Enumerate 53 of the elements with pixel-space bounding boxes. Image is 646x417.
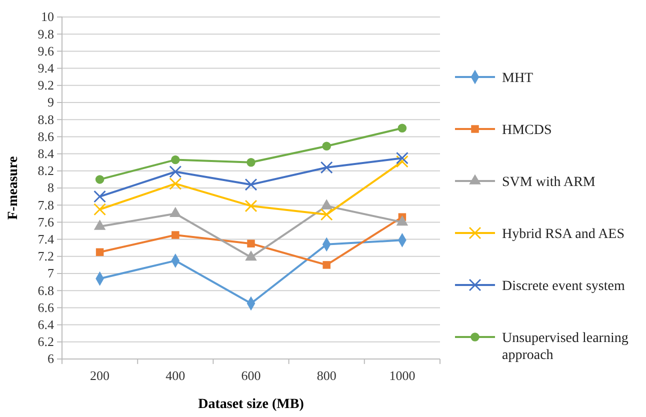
y-tick-label: 9.4	[38, 60, 54, 76]
y-tick-label: 8.4	[38, 146, 54, 161]
y-tick-label: 6	[48, 351, 54, 366]
y-tick-label: 6.6	[38, 300, 54, 315]
point	[322, 142, 331, 150]
y-tick-label: 9.2	[38, 78, 54, 93]
point	[169, 166, 182, 178]
y-tick-label: 6.2	[38, 334, 54, 350]
x-tick-label: 400	[166, 368, 186, 384]
y-tick-label: 9	[48, 94, 54, 110]
y-tick-label: 8.8	[38, 112, 54, 127]
legend-label: HMCDS	[502, 123, 552, 138]
y-tick-label: 6.8	[38, 282, 54, 298]
y-tick-label: 8.6	[38, 128, 54, 144]
y-tick-label: 9.6	[38, 43, 54, 58]
point	[322, 261, 330, 269]
point	[320, 208, 333, 221]
point	[172, 231, 180, 239]
point	[94, 203, 106, 216]
y-tick-label: 7.4	[38, 231, 54, 246]
x-tick-label: 600	[241, 368, 261, 384]
y-tick-label: 10	[41, 9, 54, 24]
y-axis-title: F-measure	[6, 156, 21, 220]
y-tick-label: 6.4	[38, 316, 54, 332]
y-tick-label: 8	[48, 180, 54, 196]
y-tick-label: 7.8	[38, 197, 54, 212]
point	[169, 178, 182, 190]
point	[244, 200, 258, 212]
point	[94, 190, 106, 203]
point	[247, 240, 255, 248]
point	[171, 155, 180, 164]
point	[320, 161, 333, 174]
y-tick-label: 8.2	[38, 163, 54, 178]
y-tick-label: 7	[48, 266, 54, 281]
legend-label: Discrete event system	[502, 279, 625, 294]
point	[244, 178, 258, 191]
point	[95, 175, 104, 184]
point	[396, 152, 408, 164]
legend-label: MHT	[502, 71, 534, 86]
point	[396, 155, 408, 168]
legend-label: Unsupervised learning approach	[502, 331, 628, 363]
x-tick-label: 800	[316, 368, 336, 384]
point	[96, 248, 104, 256]
point	[398, 124, 407, 133]
x-tick-label: 1000	[389, 368, 416, 384]
point	[246, 158, 256, 167]
legend-label: SVM with ARM	[502, 175, 596, 190]
legend-label: Hybrid RSA and AES	[502, 227, 625, 242]
x-tick-label: 200	[90, 368, 110, 384]
y-tick-label: 7.6	[38, 214, 54, 230]
x-axis-title: Dataset size (MB)	[198, 397, 304, 412]
y-tick-label: 9.8	[38, 26, 54, 42]
y-tick-label: 7.2	[38, 248, 54, 264]
